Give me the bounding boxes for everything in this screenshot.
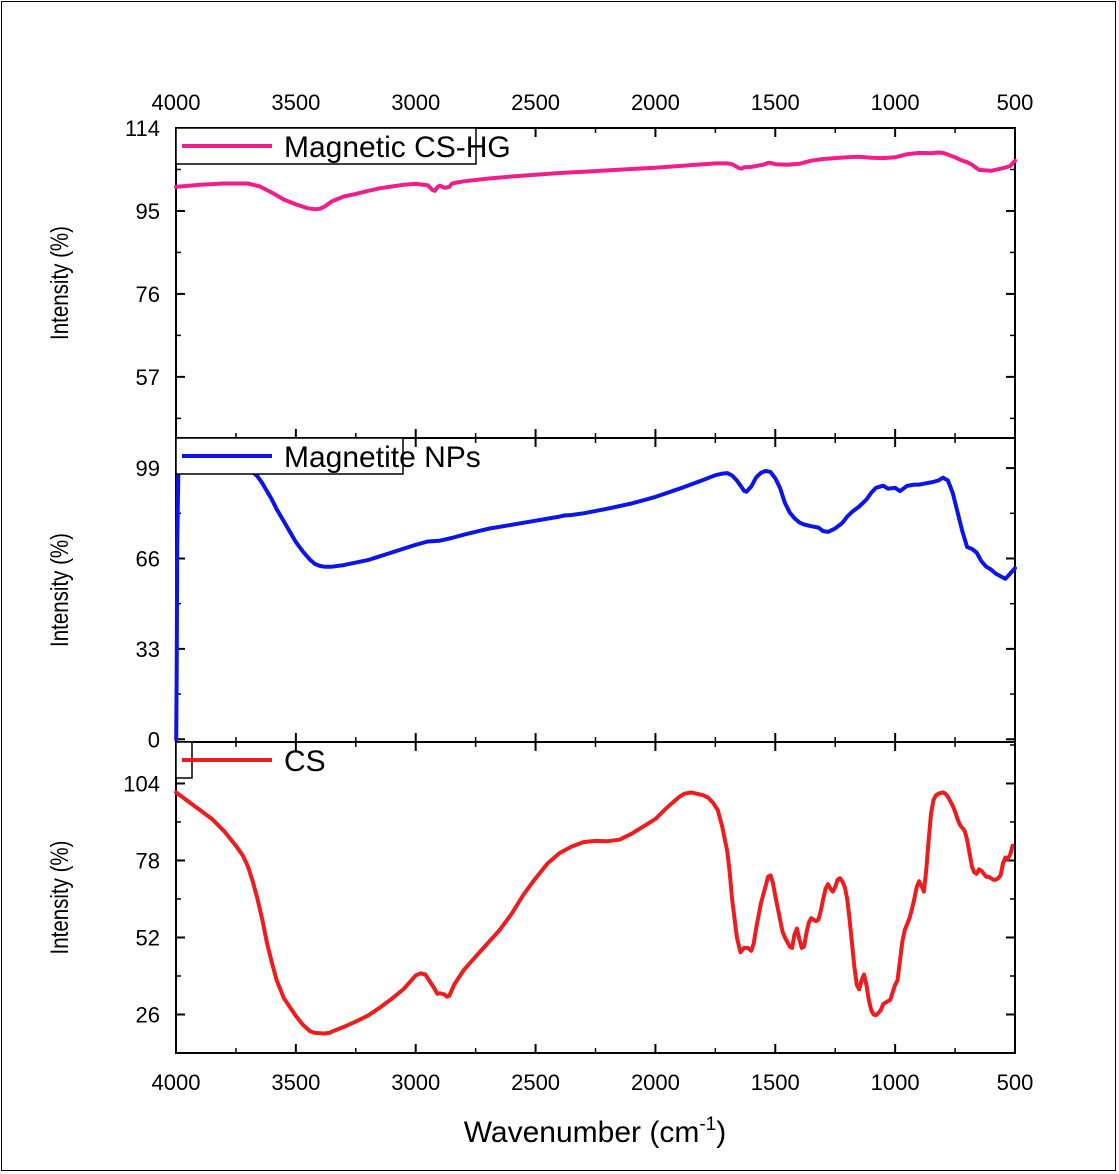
x-tick-label-top: 1500 [751,90,800,115]
x-tick-label-top: 2000 [631,90,680,115]
x-axis-title: Wavenumber (cm-1) [464,1114,727,1149]
y-tick-label: 0 [148,727,160,752]
legend-label: Magnetic CS-HG [284,131,511,164]
x-tick-label-bottom: 3000 [391,1070,440,1095]
legend: Magnetite NPs [175,437,481,475]
y-tick-label: 26 [136,1002,160,1027]
x-tick-label-top: 2500 [511,90,560,115]
x-tick-label-bottom: 1500 [751,1070,800,1095]
y-axis-title: Intensity (%) [45,533,73,647]
y-tick-label: 52 [136,925,160,950]
x-tick-label-bottom: 3500 [271,1070,320,1095]
panel-frame [175,127,1016,439]
series-line [174,150,1017,212]
panel-3: 104 78 52 26 Intensity (%) CS [45,741,1016,1054]
y-tick-label: 33 [136,637,160,662]
series-line [174,466,1017,742]
y-tick-label: 66 [136,547,160,572]
x-tick-label-bottom: 500 [997,1070,1034,1095]
panel-frame [175,741,1016,1054]
panel-1: 114 95 76 57 Intensity (%) Magnetic CS-HG [45,116,1017,439]
legend-label: CS [284,745,326,778]
legend: Magnetic CS-HG [175,127,511,165]
x-tick-label-top: 3000 [391,90,440,115]
panel-frame [175,437,1016,743]
x-tick-label-bottom: 2000 [631,1070,680,1095]
x-axis-title-close: ) [716,1116,726,1149]
y-tick-label: 99 [136,456,160,481]
x-tick-label-top: 4000 [152,90,201,115]
x-axis-title-main: Wavenumber (cm [464,1116,700,1149]
y-tick-label: 78 [136,848,160,873]
legend-label: Magnetite NPs [284,441,481,474]
y-tick-label: 95 [136,199,160,224]
y-tick-label: 114 [125,116,160,141]
series-line [174,790,1015,1036]
x-tick-label-top: 3500 [271,90,320,115]
x-tick-label-top: 1000 [871,90,920,115]
y-axis-title: Intensity (%) [45,841,73,955]
y-tick-label: 104 [123,771,160,796]
legend: CS [175,741,326,779]
panel-2: 99 66 33 0 Intensity (%) Magnetite NPs [45,437,1017,752]
y-axis-title: Intensity (%) [45,226,73,340]
x-tick-label-bottom: 1000 [871,1070,920,1095]
x-axis-title-sup: -1 [699,1114,716,1135]
x-tick-label-bottom: 2500 [511,1070,560,1095]
y-tick-label: 57 [136,365,160,390]
y-tick-label: 76 [136,282,160,307]
x-tick-label-bottom: 4000 [152,1070,201,1095]
x-tick-label-top: 500 [997,90,1034,115]
